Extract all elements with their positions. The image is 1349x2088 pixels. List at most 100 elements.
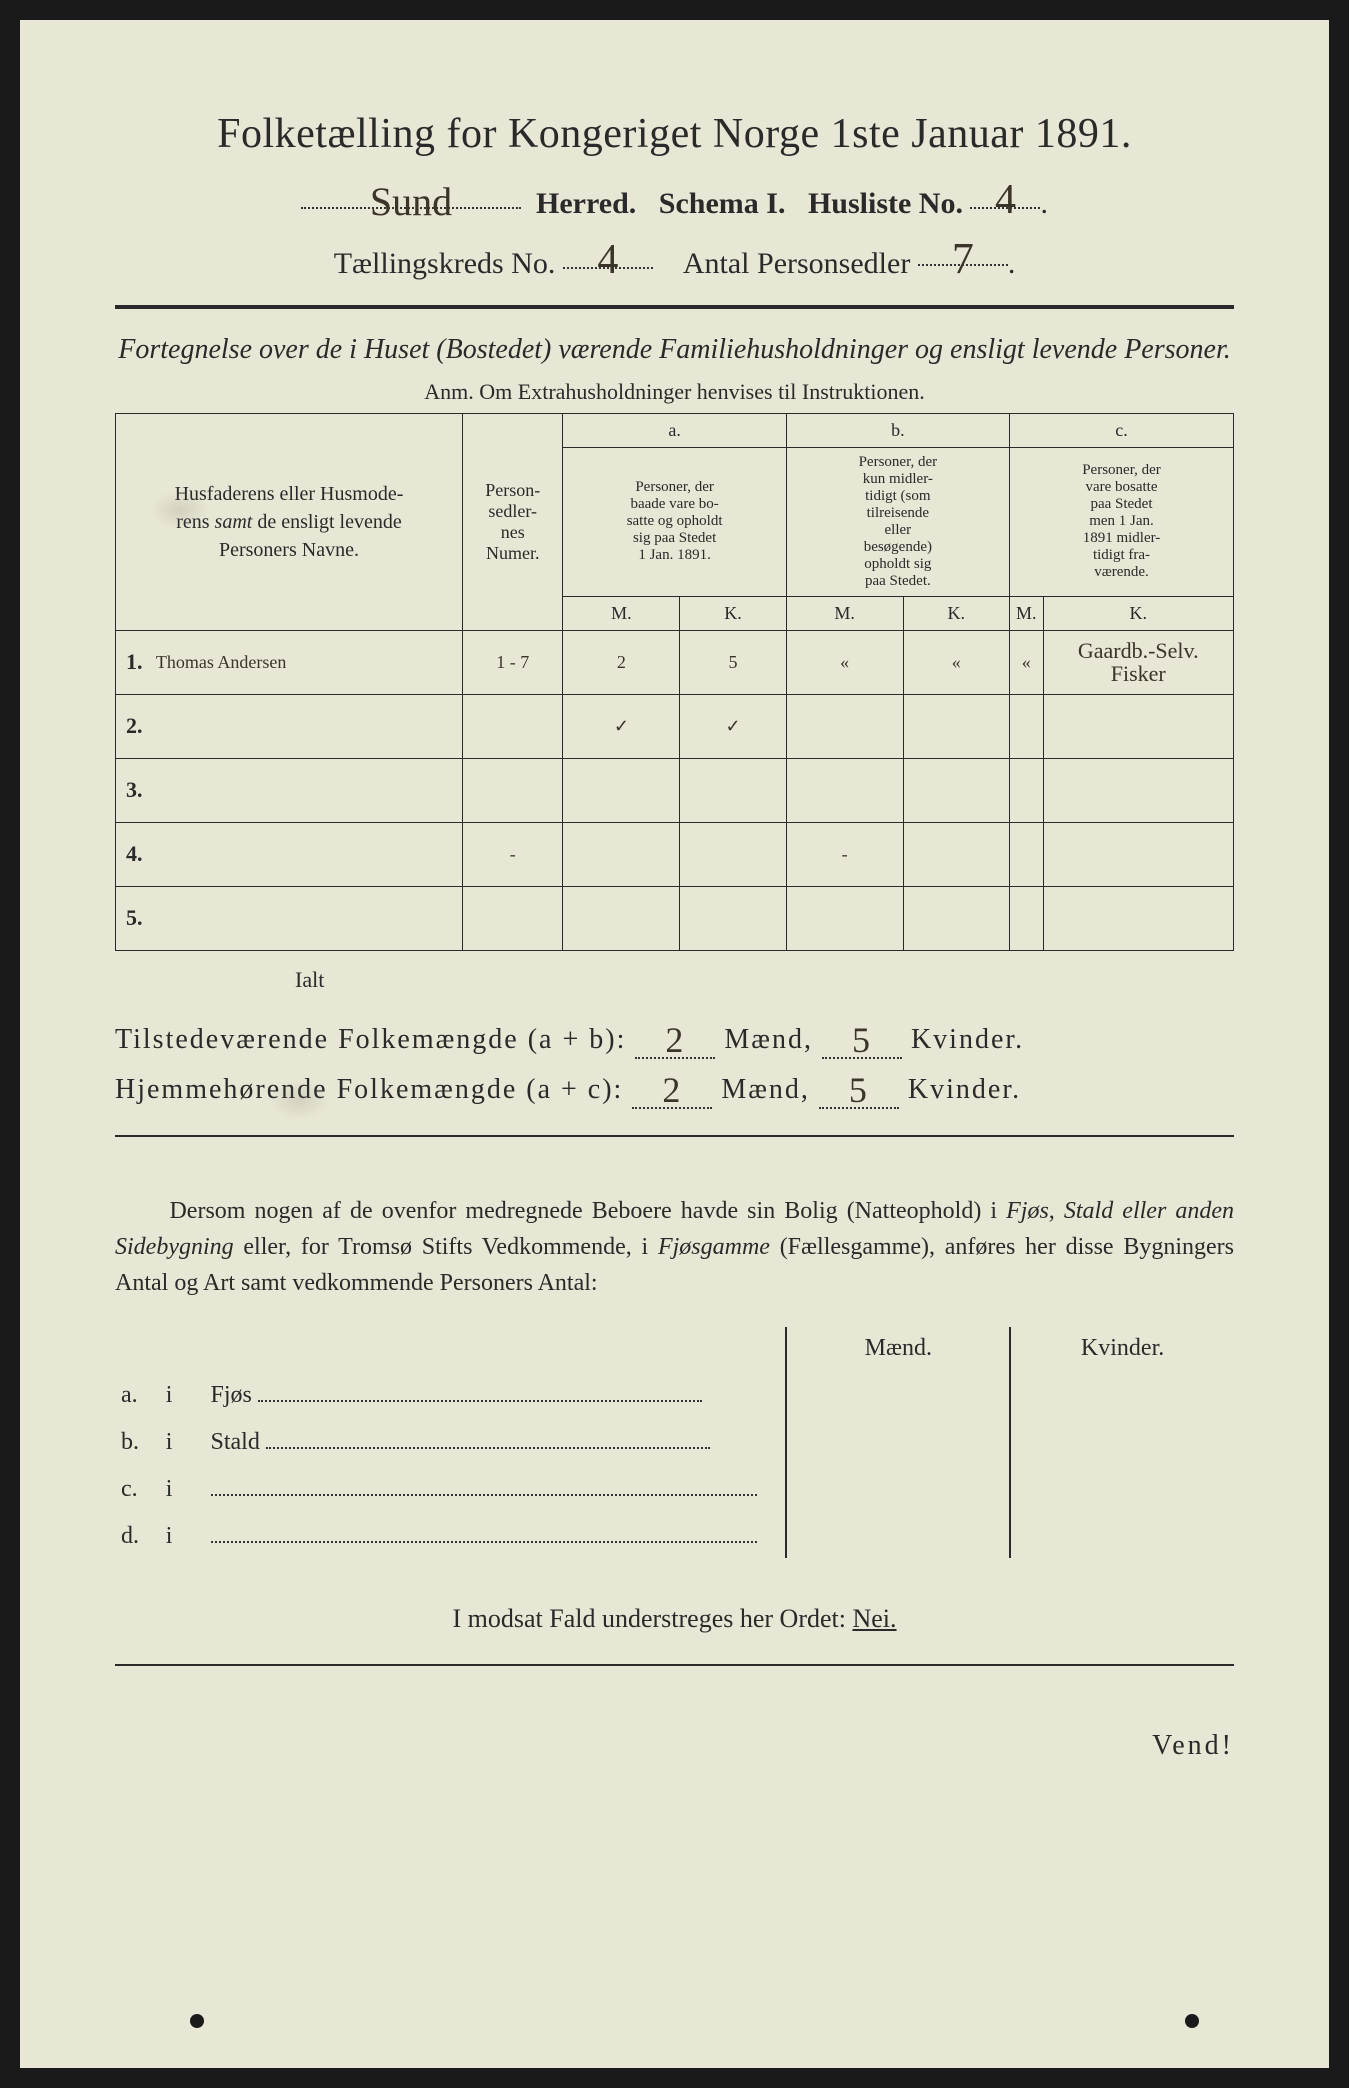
- sidebyg-lbl: a.: [115, 1370, 160, 1417]
- schema-label: Schema I.: [659, 187, 786, 220]
- cell: [1043, 886, 1234, 950]
- a-m: M.: [563, 596, 680, 630]
- cell: [786, 758, 903, 822]
- dersom-paragraph: Dersom nogen af de ovenfor medregnede Be…: [115, 1193, 1234, 1301]
- cell: [1009, 822, 1043, 886]
- b-k: K.: [903, 596, 1009, 630]
- row-name: [150, 694, 463, 758]
- kvinder-label: Kvinder.: [911, 1024, 1024, 1055]
- header-line-2: Tællingskreds No. 4 Antal Personsedler 7…: [115, 233, 1234, 281]
- ialt-label: Ialt: [295, 967, 1234, 993]
- fortegnelse-heading: Fortegnelse over de i Huset (Bostedet) v…: [115, 331, 1234, 369]
- row-num: 4.: [116, 822, 150, 886]
- sidebyg-i: i: [160, 1417, 205, 1464]
- sidebyg-lbl: b.: [115, 1417, 160, 1464]
- sidebyg-i: i: [160, 1511, 205, 1558]
- sidebyg-type: [205, 1511, 787, 1558]
- row-name: Thomas Andersen: [150, 630, 463, 694]
- summary-ab: Tilstedeværende Folkemængde (a + b): 2 M…: [115, 1015, 1234, 1059]
- col-a-desc: Personer, derbaade vare bo-satte og opho…: [563, 447, 786, 596]
- divider: [115, 1664, 1234, 1666]
- divider: [115, 305, 1234, 309]
- sidebyg-row: a. i Fjøs: [115, 1370, 1234, 1417]
- maend-label: Mænd,: [724, 1024, 813, 1055]
- col-num-head: Person-sedler-nesNumer.: [462, 413, 563, 630]
- cell: Gaardb.-Selv. Fisker: [1043, 630, 1234, 694]
- cell: 2: [563, 630, 680, 694]
- row-personseddel: 1 - 7: [462, 630, 563, 694]
- cell: «: [786, 630, 903, 694]
- cell: [1043, 694, 1234, 758]
- antal-value: 7: [952, 234, 974, 283]
- table-row: 3.: [116, 758, 1234, 822]
- cell: [903, 822, 1009, 886]
- cell: [680, 886, 786, 950]
- herred-fill: Sund: [301, 176, 521, 209]
- row-num: 3.: [116, 758, 150, 822]
- cell: [786, 694, 903, 758]
- antal-label: Antal Personsedler: [683, 247, 910, 280]
- herred-value: Sund: [370, 179, 452, 224]
- cell: [1009, 886, 1043, 950]
- sidebyg-maend-head: Mænd.: [786, 1327, 1010, 1370]
- table-row: 5.: [116, 886, 1234, 950]
- sidebyg-type: Fjøs: [205, 1370, 787, 1417]
- herred-label: Herred.: [536, 187, 636, 220]
- summary-ac-m: 2: [632, 1065, 712, 1109]
- husliste-label: Husliste No.: [808, 187, 963, 220]
- row-name: [150, 822, 463, 886]
- nei-word: Nei.: [852, 1604, 896, 1633]
- sidebyg-lbl: c.: [115, 1464, 160, 1511]
- page-title: Folketælling for Kongeriget Norge 1ste J…: [115, 110, 1234, 158]
- kvinder-label: Kvinder.: [908, 1074, 1021, 1105]
- col-a-top: a.: [563, 413, 786, 447]
- row-num: 5.: [116, 886, 150, 950]
- sidebyg-row: b. i Stald: [115, 1417, 1234, 1464]
- col-b-top: b.: [786, 413, 1009, 447]
- punch-dot: [190, 2014, 204, 2028]
- cell: 5: [680, 630, 786, 694]
- anm-note: Anm. Om Extrahusholdninger henvises til …: [115, 379, 1234, 405]
- cell: ✓: [563, 694, 680, 758]
- sidebyg-block: Mænd. Kvinder. a. i Fjøs b. i Stald c. i: [115, 1327, 1234, 1558]
- table-row: 4. - -: [116, 822, 1234, 886]
- summary-ac-k: 5: [819, 1065, 899, 1109]
- cell: [563, 886, 680, 950]
- cell: [903, 758, 1009, 822]
- cell: [462, 886, 563, 950]
- household-table: Husfaderens eller Husmode-rens samt de e…: [115, 413, 1234, 951]
- kreds-value: 4: [597, 237, 618, 283]
- row-name: [150, 886, 463, 950]
- summary-ab-m: 2: [635, 1015, 715, 1059]
- row-name: [150, 758, 463, 822]
- sidebyg-row: d. i: [115, 1511, 1234, 1558]
- husliste-fill: 4: [970, 176, 1040, 209]
- header-line-1: Sund Herred. Schema I. Husliste No. 4 .: [115, 176, 1234, 221]
- cell: ✓: [680, 694, 786, 758]
- table-row: 2. ✓ ✓: [116, 694, 1234, 758]
- c-m: M.: [1009, 596, 1043, 630]
- col-b-desc: Personer, derkun midler-tidigt (somtilre…: [786, 447, 1009, 596]
- divider: [115, 1135, 1234, 1137]
- cell: [1043, 822, 1234, 886]
- c-k: K.: [1043, 596, 1234, 630]
- husliste-value: 4: [995, 177, 1016, 223]
- modsat-line: I modsat Fald understreges her Ordet: Ne…: [115, 1604, 1234, 1634]
- a-k: K.: [680, 596, 786, 630]
- summary-ab-k: 5: [822, 1015, 902, 1059]
- sidebyg-type: Stald: [205, 1417, 787, 1464]
- cell: [563, 822, 680, 886]
- vend-label: Vend!: [115, 1730, 1234, 1762]
- cell: [563, 758, 680, 822]
- antal-fill: 7: [918, 233, 1008, 266]
- smudge-mark: [150, 490, 210, 530]
- sidebyg-table: Mænd. Kvinder. a. i Fjøs b. i Stald c. i: [115, 1327, 1234, 1558]
- row-num: 2.: [116, 694, 150, 758]
- col-c-desc: Personer, dervare bosattepaa Stedetmen 1…: [1009, 447, 1233, 596]
- cell: [462, 694, 563, 758]
- sidebyg-type: [205, 1464, 787, 1511]
- col-c-top: c.: [1009, 413, 1233, 447]
- cell: [462, 758, 563, 822]
- cell: [786, 886, 903, 950]
- cell: «: [1009, 630, 1043, 694]
